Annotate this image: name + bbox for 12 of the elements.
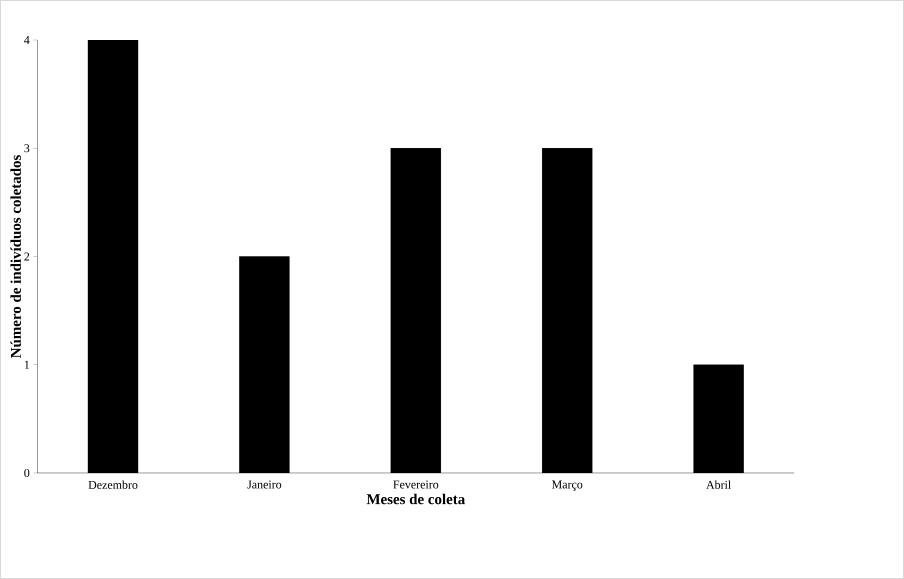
y-tick-label: 4 <box>24 36 30 44</box>
x-tick-label: Março <box>552 480 582 491</box>
y-axis-title: Número de indivíduos coletados <box>10 155 21 358</box>
x-tick-label: Janeiro <box>247 480 282 489</box>
y-tick-label: 3 <box>24 144 30 152</box>
x-tick-label: Dezembro <box>88 480 138 489</box>
x-tick-label: Fevereiro <box>393 480 438 489</box>
y-tick-label: 2 <box>24 252 30 260</box>
y-tick-label: 1 <box>24 360 30 369</box>
x-axis-title: Meses de coleta <box>366 494 465 504</box>
x-tick-label: Abril <box>706 480 731 489</box>
y-tick-label: 0 <box>24 468 30 478</box>
